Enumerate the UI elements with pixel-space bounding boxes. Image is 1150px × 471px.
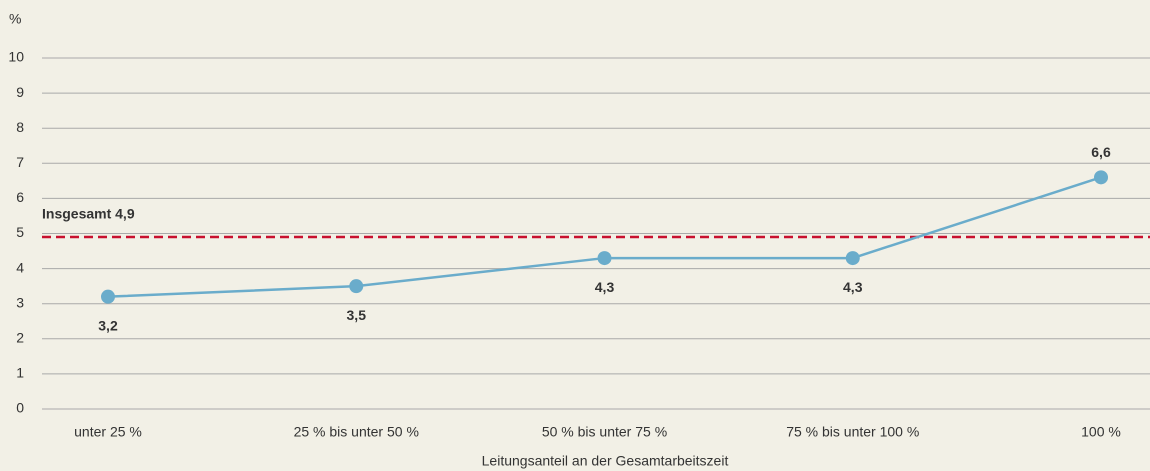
data-point (349, 279, 364, 294)
y-tick-label: 4 (16, 259, 24, 275)
data-label: 6,6 (1091, 144, 1111, 160)
data-label: 3,5 (347, 307, 367, 323)
x-tick-label: unter 25 % (74, 424, 142, 440)
y-axis-label: % (9, 11, 21, 27)
x-tick-label: 50 % bis unter 75 % (542, 424, 667, 440)
y-tick-label: 6 (16, 189, 24, 205)
y-tick-label: 10 (8, 49, 24, 65)
y-tick-label: 9 (16, 84, 24, 100)
data-point (1094, 170, 1108, 185)
y-tick-label: 0 (16, 400, 24, 416)
x-axis-label: Leitungsanteil an der Gesamtarbeitszeit (482, 453, 729, 469)
data-label: 4,3 (843, 279, 863, 295)
y-tick-label: 5 (16, 224, 24, 240)
y-tick-label: 1 (16, 365, 24, 381)
data-label: 4,3 (595, 279, 615, 295)
data-point (597, 251, 612, 266)
reference-label: Insgesamt 4,9 (42, 206, 135, 222)
x-tick-label: 75 % bis unter 100 % (786, 424, 919, 440)
y-tick-label: 8 (16, 119, 24, 135)
y-tick-label: 3 (16, 294, 24, 310)
data-label: 3,2 (98, 317, 118, 333)
data-point (845, 251, 860, 266)
x-tick-label: 100 % (1081, 424, 1121, 440)
x-tick-label: 25 % bis unter 50 % (294, 424, 419, 440)
y-tick-label: 7 (16, 154, 24, 170)
y-tick-label: 2 (16, 330, 24, 346)
data-point (101, 289, 115, 304)
